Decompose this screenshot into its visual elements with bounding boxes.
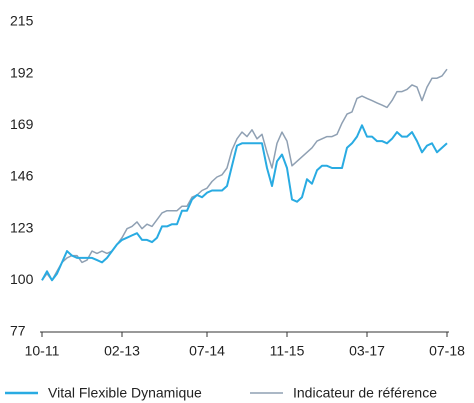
series-line (41, 68, 448, 282)
y-tick-label: 77 (10, 323, 26, 339)
x-tick-label: 07-14 (189, 343, 225, 359)
series-line (41, 124, 448, 282)
x-tick-label: 07-18 (429, 343, 465, 359)
x-tick-label: 02-13 (104, 343, 140, 359)
y-tick-label: 100 (10, 271, 34, 287)
x-tick-label: 10-11 (25, 343, 60, 359)
legend-label: Indicateur de référence (293, 385, 437, 401)
y-tick-label: 192 (10, 64, 34, 80)
y-tick-label: 169 (10, 116, 34, 132)
x-tick-label: 11-15 (270, 343, 305, 359)
y-tick-label: 123 (10, 219, 34, 235)
legend-label: Vital Flexible Dynamique (48, 385, 202, 401)
y-tick-label: 215 (10, 13, 34, 29)
x-tick-label: 03-17 (349, 343, 385, 359)
y-tick-label: 146 (10, 168, 34, 184)
